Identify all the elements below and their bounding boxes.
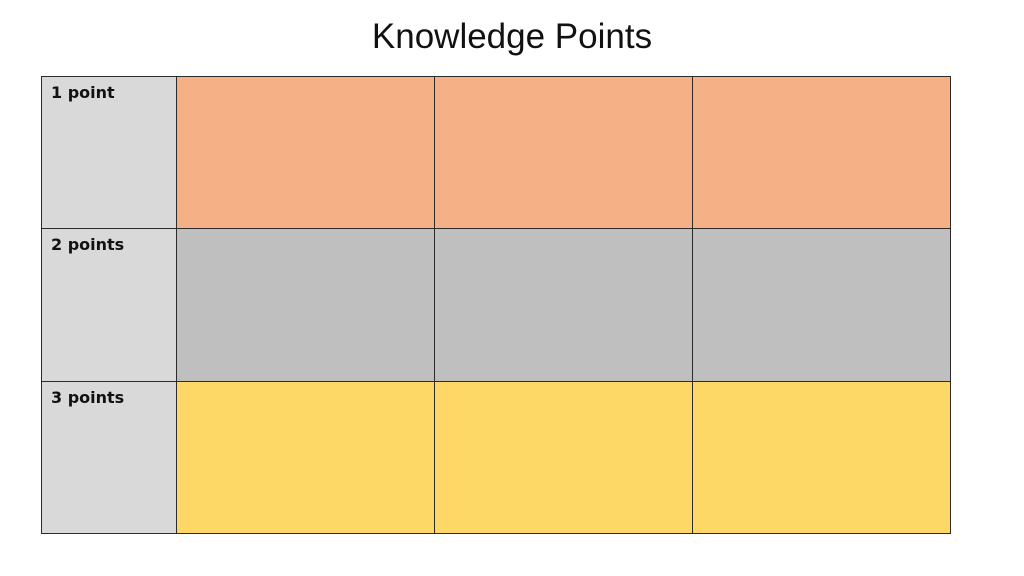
row-label: 1 point xyxy=(51,83,115,102)
question-cell[interactable] xyxy=(434,228,693,382)
row-label: 3 points xyxy=(51,387,125,407)
points-row-3: 3 points xyxy=(41,380,951,535)
question-cell[interactable] xyxy=(692,228,951,382)
row-label-cell: 2 points xyxy=(41,228,177,382)
question-cell[interactable] xyxy=(692,75,951,230)
question-cell[interactable] xyxy=(176,380,435,535)
row-label: 2 points xyxy=(51,235,125,255)
page-title: Knowledge Points xyxy=(371,17,653,56)
question-cell[interactable] xyxy=(434,380,693,535)
row-label-cell: 1 point xyxy=(41,75,177,230)
question-cell[interactable] xyxy=(434,75,693,230)
points-grid: 1 point 2 points 3 points xyxy=(41,75,951,535)
question-cell[interactable] xyxy=(176,228,435,382)
question-cell[interactable] xyxy=(692,380,951,535)
row-label-cell: 3 points xyxy=(41,380,177,535)
points-row-2: 2 points xyxy=(41,228,951,382)
question-cell[interactable] xyxy=(176,75,435,230)
points-row-1: 1 point xyxy=(41,75,951,230)
